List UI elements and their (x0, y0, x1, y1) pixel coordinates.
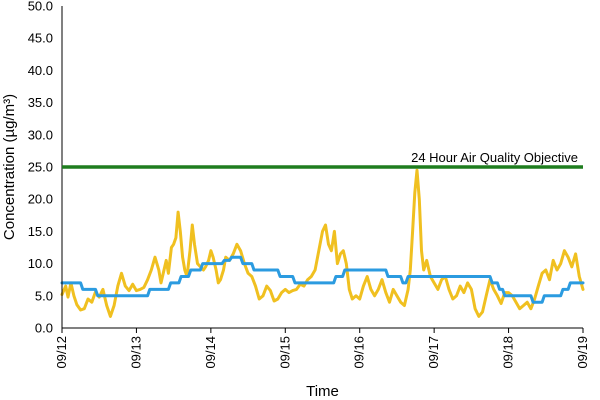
x-tick-label: 09/18 (501, 336, 516, 369)
y-tick-label: 35.0 (28, 95, 53, 110)
y-tick-label: 0.0 (35, 321, 53, 336)
x-tick-label: 09/17 (426, 336, 441, 369)
objective-label: 24 Hour Air Quality Objective (411, 150, 578, 165)
x-tick-label: 09/16 (352, 336, 367, 369)
x-axis-title: Time (306, 383, 339, 400)
series-layer (60, 168, 585, 318)
y-tick-labels: 0.0 5.0 10.0 15.0 20.0 25.0 30.0 35.0 40.0 45.0 50… (28, 0, 53, 336)
series-line-rolling (60, 255, 585, 304)
y-tick-label: 20.0 (28, 192, 53, 207)
x-tick-label: 09/13 (128, 336, 143, 369)
y-axis-title: Concentration (µg/m³) (1, 94, 18, 240)
y-tick-label: 50.0 (28, 0, 53, 14)
series-line-hourly (60, 168, 585, 318)
x-tick-label: 09/12 (54, 336, 69, 369)
y-tick-label: 5.0 (35, 288, 53, 303)
y-tick-label: 15.0 (28, 224, 53, 239)
y-tick-label: 45.0 (28, 31, 53, 46)
x-tick-labels: 09/12 09/13 09/14 09/15 09/16 09/17 09/18 09/19 (54, 336, 590, 369)
x-tick-label: 09/14 (203, 336, 218, 369)
x-tick-label: 09/19 (575, 336, 590, 369)
y-tick-label: 10.0 (28, 256, 53, 271)
y-tick-label: 25.0 (28, 160, 53, 175)
x-tick-marks (61, 328, 584, 333)
y-tick-label: 40.0 (28, 63, 53, 78)
y-tick-label: 30.0 (28, 127, 53, 142)
x-tick-label: 09/15 (277, 336, 292, 369)
